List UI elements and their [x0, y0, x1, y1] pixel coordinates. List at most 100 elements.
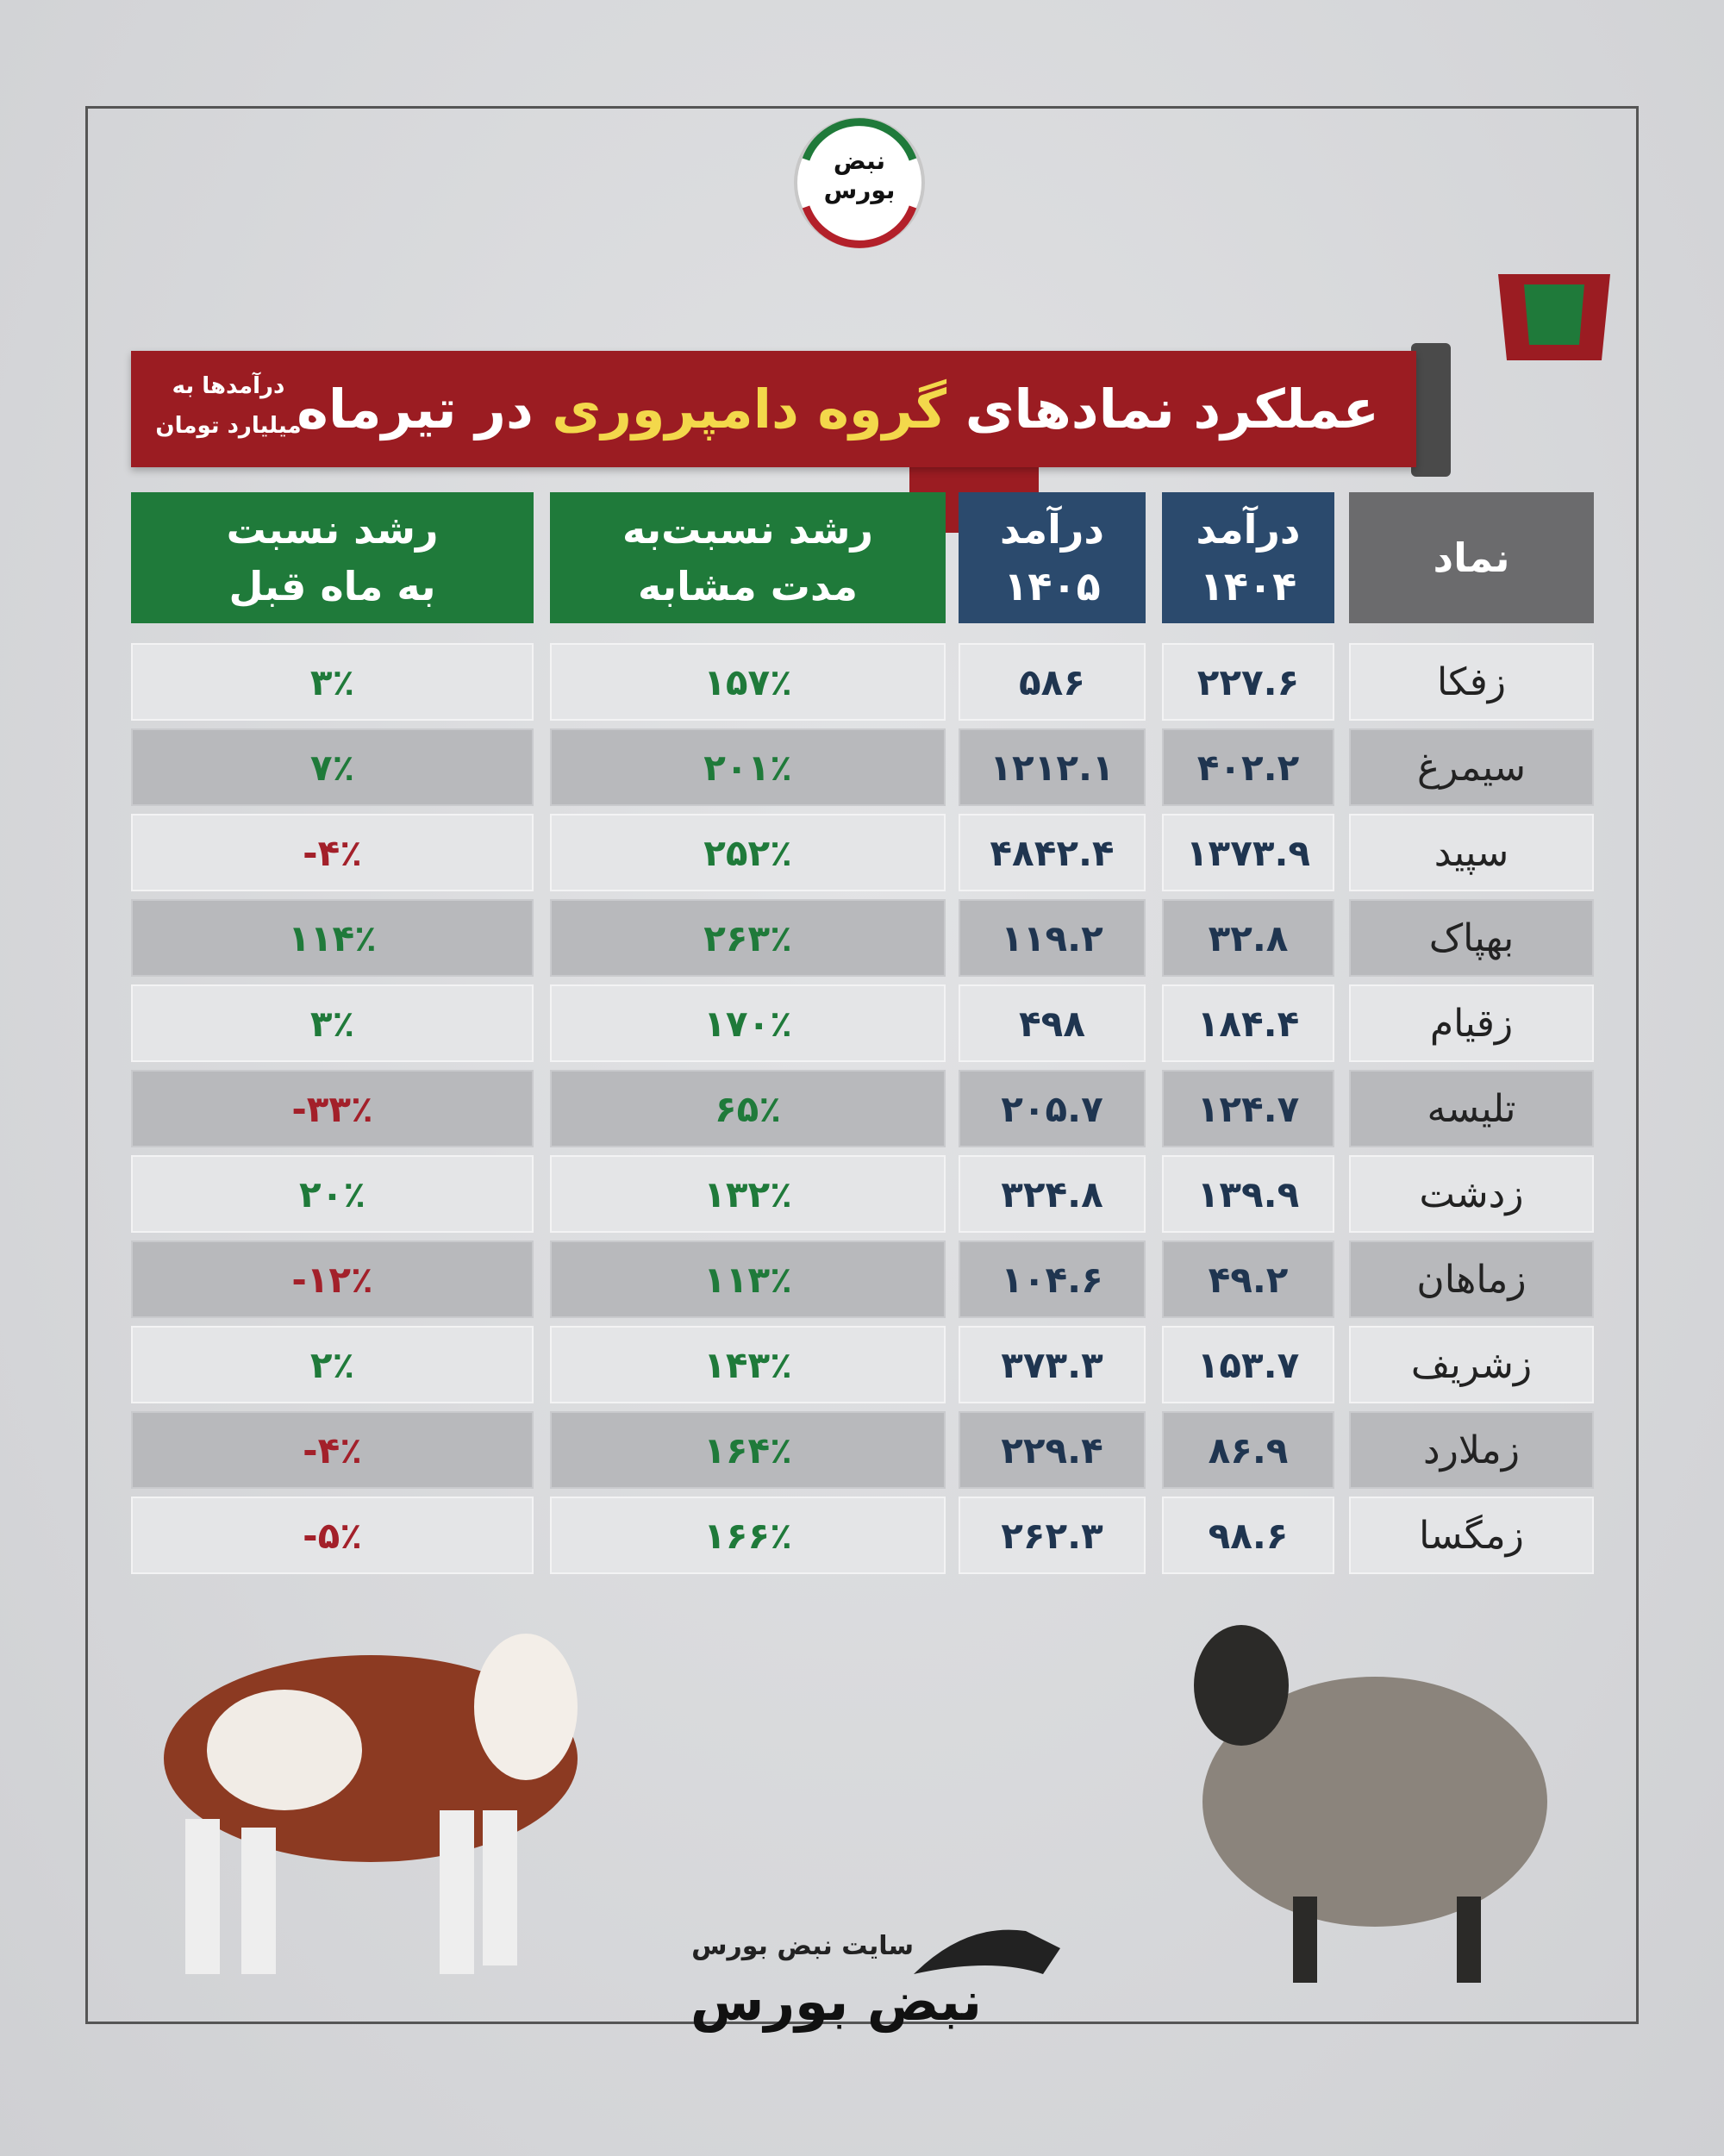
- table-cell: بهپاک: [1349, 899, 1594, 977]
- table-cell: ۱۴۳٪: [550, 1326, 946, 1403]
- cell-value: ۲۰۱٪: [703, 746, 792, 789]
- table-cell: ۱۵۷٪: [550, 643, 946, 721]
- table-cell: ۳٪: [131, 984, 534, 1062]
- cow-leg: [241, 1828, 276, 1974]
- table-cell: -۳۳٪: [131, 1070, 534, 1147]
- bull-icon: [914, 1929, 1060, 1974]
- cow-leg: [185, 1819, 220, 1974]
- symbol: بهپاک: [1428, 916, 1515, 960]
- table-cell: -۱۲٪: [131, 1240, 534, 1318]
- cell-value: ۲۶۳٪: [703, 916, 792, 959]
- footer-brand: نبض بورس: [690, 1970, 983, 2033]
- table-cell: ۱۳۹.۹: [1162, 1155, 1334, 1233]
- cell-value: ۷٪: [309, 746, 355, 789]
- cell-value: ۱۳۲٪: [703, 1172, 792, 1215]
- sheep-head: [1194, 1625, 1289, 1746]
- cow-patch: [207, 1690, 362, 1810]
- table-cell: ۱۲۴.۷: [1162, 1070, 1334, 1147]
- header-line: درآمد: [1196, 506, 1301, 553]
- logo-arc: [802, 205, 917, 248]
- cell-value: ۱۳۹.۹: [1196, 1172, 1300, 1215]
- table-cell: ۱۱۹.۲: [959, 899, 1146, 977]
- table-cell: ۲٪: [131, 1326, 534, 1403]
- cell-value: ۳٪: [309, 660, 355, 703]
- cow-leg: [483, 1810, 517, 1965]
- table-cell: ۶۵٪: [550, 1070, 946, 1147]
- symbol: زمگسا: [1419, 1513, 1524, 1558]
- column-header: درآمد ۱۴۰۴: [1162, 492, 1334, 623]
- cell-value: ۱۸۴.۴: [1196, 1002, 1300, 1045]
- table-cell: ۱۸۴.۴: [1162, 984, 1334, 1062]
- table-cell: ۳۲۴.۸: [959, 1155, 1146, 1233]
- table-cell: ۲۶۲.۳: [959, 1497, 1146, 1574]
- table-cell: زشریف: [1349, 1326, 1594, 1403]
- column-header: رشد نسبت به ماه قبل: [131, 492, 534, 623]
- logo-line: نبض: [833, 147, 886, 175]
- cow-leg: [440, 1810, 474, 1974]
- cell-value: ۲٪: [309, 1343, 355, 1386]
- table-cell: ۴۹.۲: [1162, 1240, 1334, 1318]
- cell-value: -۴٪: [303, 831, 362, 874]
- header-line: رشد نسبت: [226, 506, 439, 553]
- title-highlight: گروه دامپروری: [552, 378, 947, 441]
- table-cell: ۸۶.۹: [1162, 1411, 1334, 1489]
- frame: [85, 106, 1639, 2024]
- table-cell: ۱۳۲٪: [550, 1155, 946, 1233]
- table-cell: ۱۰۴.۶: [959, 1240, 1146, 1318]
- table-cell: ۵۸۶: [959, 643, 1146, 721]
- sign-inner: [1524, 284, 1584, 345]
- cell-value: ۱۳۷۳.۹: [1185, 831, 1311, 874]
- symbol: زقیام: [1429, 1001, 1514, 1046]
- cell-value: ۱۱۴٪: [288, 916, 377, 959]
- table-cell: سیمرغ: [1349, 728, 1594, 806]
- cell-value: ۱۰۴.۶: [1001, 1258, 1103, 1301]
- table-cell: ۱۱۳٪: [550, 1240, 946, 1318]
- table-cell: ۳۷۳.۳: [959, 1326, 1146, 1403]
- title-banner: [131, 351, 1416, 467]
- table-cell: ۹۸.۶: [1162, 1497, 1334, 1574]
- cell-value: ۴۸۴۲.۴: [990, 831, 1115, 874]
- symbol: زشریف: [1410, 1342, 1533, 1387]
- table-cell: ۱۶۶٪: [550, 1497, 946, 1574]
- table-cell: ۱۳۷۳.۹: [1162, 814, 1334, 891]
- table-cell: زماهان: [1349, 1240, 1594, 1318]
- table-cell: ۴۹۸: [959, 984, 1146, 1062]
- cell-value: ۵۸۶: [1019, 660, 1085, 703]
- table-cell: ۴۰۲.۲: [1162, 728, 1334, 806]
- symbol: زدشت: [1419, 1172, 1524, 1216]
- cell-value: ۶۵٪: [715, 1087, 781, 1130]
- cell-value: ۲۲۷.۶: [1196, 660, 1300, 703]
- unit-note: درآمدها به میلیارد تومان: [147, 366, 310, 446]
- header-line: درآمد: [1000, 506, 1104, 553]
- cell-value: ۳۷۳.۳: [1001, 1343, 1103, 1386]
- header-line: رشد نسبت‌به: [622, 506, 874, 553]
- cell-value: ۱۱۳٪: [703, 1258, 792, 1301]
- table-cell: -۴٪: [131, 814, 534, 891]
- symbol: زملارد: [1423, 1428, 1520, 1472]
- table-cell: -۵٪: [131, 1497, 534, 1574]
- table-cell: ۳٪: [131, 643, 534, 721]
- cell-value: -۴٪: [303, 1428, 362, 1472]
- symbol: زماهان: [1416, 1257, 1527, 1302]
- cell-value: ۳۲.۸: [1208, 916, 1289, 959]
- header-line: نماد: [1433, 534, 1510, 581]
- table-cell: سپید: [1349, 814, 1594, 891]
- table-cell: ۱۶۴٪: [550, 1411, 946, 1489]
- table-cell: ۱۲۱۲.۱: [959, 728, 1146, 806]
- cell-value: ۹۸.۶: [1208, 1514, 1289, 1557]
- table-cell: ۱۱۴٪: [131, 899, 534, 977]
- cell-value: ۳۲۴.۸: [1001, 1172, 1103, 1215]
- title: عملکرد نمادهای گروه دامپروری در تیرماه: [297, 351, 1379, 467]
- table-cell: ۱۵۳.۷: [1162, 1326, 1334, 1403]
- logo-line: بورس: [823, 176, 896, 204]
- header-line: مدت مشابه: [637, 563, 859, 609]
- cell-value: ۱۱۹.۲: [1001, 916, 1103, 959]
- cell-value: ۲۵۲٪: [703, 831, 792, 874]
- cell-value: -۱۲٪: [291, 1258, 373, 1301]
- cuff: [1411, 343, 1451, 477]
- cell-value: ۱۷۰٪: [703, 1002, 792, 1045]
- table-cell: ۴۸۴۲.۴: [959, 814, 1146, 891]
